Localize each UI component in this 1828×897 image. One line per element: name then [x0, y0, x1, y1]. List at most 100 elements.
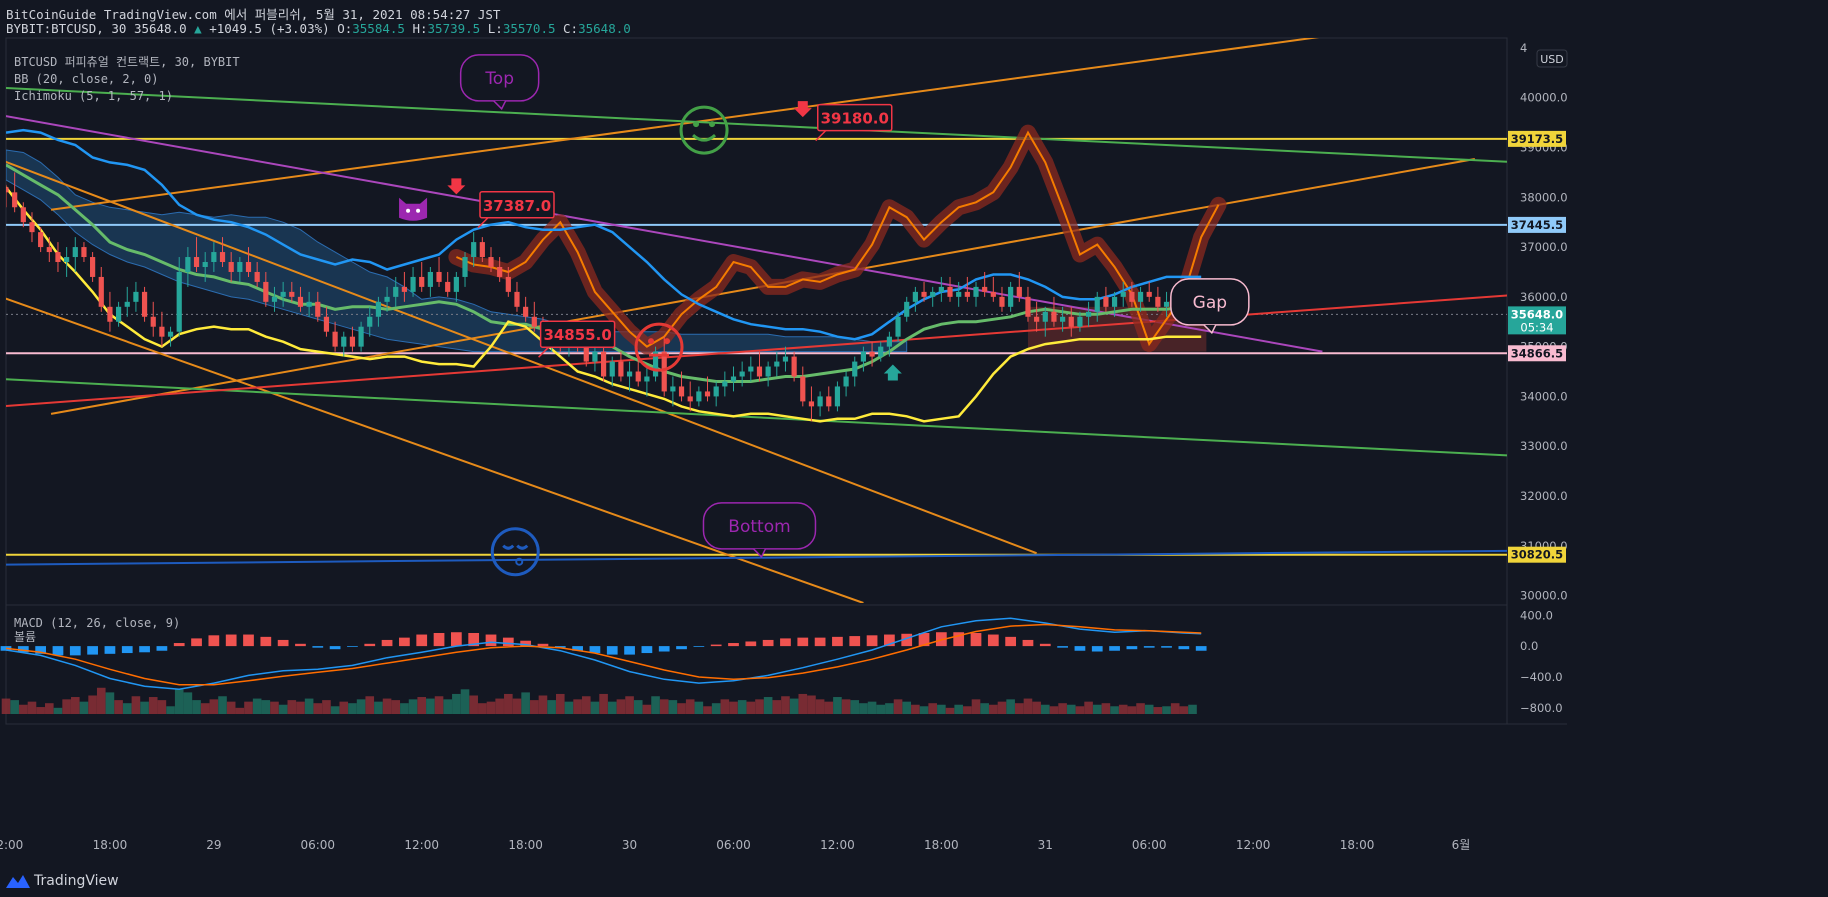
volume-bar-3 — [27, 701, 37, 714]
candle-38 — [332, 321, 338, 352]
volume-bar-79 — [685, 699, 695, 714]
macd-pane: MACD (12, 26, close, 9)볼륨 — [0, 616, 1207, 714]
bubble-text-2: Gap — [1193, 293, 1227, 313]
macd-hist-bar-62 — [1074, 646, 1086, 651]
candle-body-85 — [739, 371, 745, 377]
candle-body-27 — [237, 262, 243, 272]
volume-bar-90 — [781, 696, 790, 714]
candle-109 — [947, 276, 953, 302]
candle-body-84 — [730, 376, 737, 382]
candle-11 — [98, 266, 104, 312]
publish-line: BitCoinGuide TradingView.com 에서 퍼블리쉬, 5월… — [6, 7, 501, 22]
candle-114 — [990, 276, 996, 302]
candle-body-51 — [445, 281, 451, 292]
candle-body-12 — [107, 306, 113, 322]
close-value: 35648.0 — [578, 21, 631, 36]
macd-hist-bar-6 — [104, 646, 116, 654]
macd-line — [5, 617, 1202, 691]
candle-96 — [834, 381, 841, 412]
candle-85 — [739, 361, 745, 387]
macd-hist-bar-10 — [173, 643, 185, 647]
macd-hist-bar-28 — [485, 634, 497, 647]
macd-tick-label: −800.0 — [1520, 701, 1563, 715]
candle-15 — [133, 281, 139, 312]
candle-body-131 — [1137, 291, 1144, 302]
candle-33 — [289, 281, 295, 302]
volume-bar-28 — [244, 701, 253, 714]
macd-hist-bar-36 — [624, 646, 635, 655]
volume-bar-54 — [469, 695, 478, 714]
candle-74 — [644, 366, 650, 397]
volume-bar-21 — [183, 692, 193, 714]
volume-bar-78 — [677, 703, 686, 714]
candle-69 — [600, 341, 607, 382]
volume-bar-98 — [850, 700, 860, 714]
candle-body-56 — [488, 257, 494, 267]
volume-bar-103 — [893, 699, 903, 714]
candle-22 — [193, 237, 200, 272]
macd-hist-bar-33 — [572, 646, 583, 651]
candle-123 — [1068, 306, 1074, 337]
candle-body-16 — [141, 291, 148, 317]
volume-bar-8 — [70, 697, 80, 714]
ichimoku-cloud — [6, 149, 908, 353]
candle-body-57 — [497, 266, 503, 277]
x-tick-label-7: 06:00 — [716, 838, 751, 852]
tradingview-footer[interactable]: TradingView — [6, 873, 119, 889]
candle-124 — [1077, 311, 1083, 332]
volume-bar-129 — [1118, 704, 1128, 714]
candle-body-35 — [306, 301, 312, 307]
candle-body-31 — [271, 296, 278, 302]
candle-body-123 — [1068, 316, 1074, 327]
y-tick-label: 37000.0 — [1520, 240, 1568, 254]
macd-hist-bar-49 — [849, 636, 861, 647]
candle-115 — [999, 286, 1005, 312]
bb-upper-line — [6, 128, 1202, 341]
macd-hist-bar-24 — [416, 634, 428, 647]
macd-hist-bar-31 — [537, 643, 549, 647]
volume-bar-18 — [157, 700, 167, 714]
price-label-3: 30820.5 — [1511, 548, 1563, 562]
candle-9 — [81, 242, 87, 263]
candle-30 — [263, 271, 269, 307]
candle-23 — [202, 252, 208, 282]
candle-body-86 — [748, 366, 754, 372]
candle-body-104 — [904, 301, 910, 317]
volume-bar-117 — [1015, 703, 1024, 714]
trend-line-0 — [6, 297, 864, 603]
volume-bar-97 — [841, 699, 851, 714]
arrow-up-icon-2 — [883, 364, 902, 381]
volume-bar-22 — [192, 700, 201, 714]
x-tick-label-11: 06:00 — [1132, 838, 1167, 852]
price-label-bg-3 — [1508, 546, 1566, 563]
candle-body-28 — [245, 262, 252, 272]
volume-bar-62 — [538, 695, 548, 714]
volume-bar-99 — [859, 703, 868, 714]
volume-bar-82 — [711, 703, 721, 714]
candle-body-122 — [1060, 316, 1066, 322]
candle-body-118 — [1025, 296, 1031, 317]
macd-hist-bar-14 — [243, 634, 254, 647]
candle-133 — [1155, 286, 1161, 312]
volume-bar-45 — [391, 700, 401, 714]
volume-bar-114 — [989, 704, 998, 714]
candle-6 — [55, 242, 61, 272]
candle-106 — [921, 281, 927, 302]
candle-54 — [471, 232, 477, 267]
x-tick-label-3: 06:00 — [300, 838, 335, 852]
volume-bar-10 — [88, 695, 97, 714]
candle-99 — [860, 346, 867, 372]
volume-bar-132 — [1144, 704, 1154, 714]
low-label: L: — [487, 21, 503, 36]
candle-47 — [410, 266, 416, 297]
currency-badge — [1536, 49, 1568, 68]
price-callout-text-3: 37387.0 — [483, 197, 551, 215]
main-pane — [6, 38, 1507, 603]
candle-body-89 — [774, 361, 780, 367]
candle-50 — [436, 257, 442, 287]
candle-body-46 — [401, 286, 407, 292]
macd-hist-bar-51 — [884, 634, 895, 647]
candle-83 — [722, 371, 728, 397]
candle-103 — [895, 311, 901, 342]
